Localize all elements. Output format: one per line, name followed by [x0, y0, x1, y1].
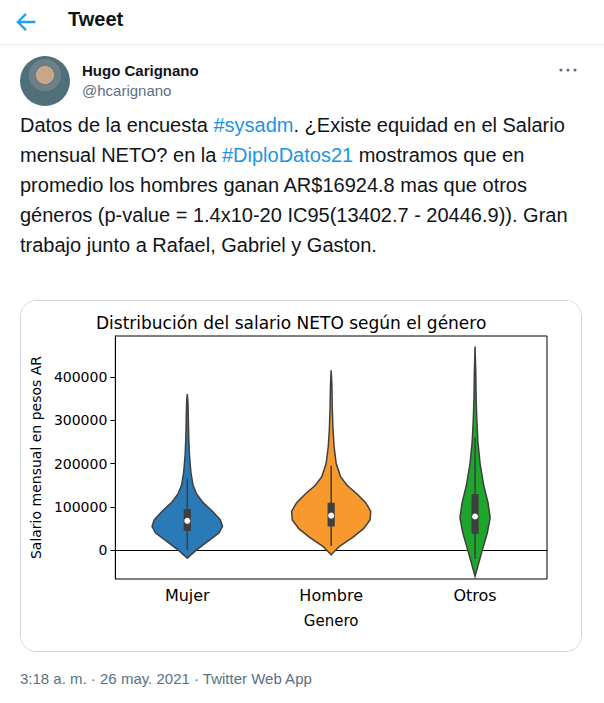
- html-text:3:18 a. m. · 26 may. 2021 · Tw: 3:18 a. m. · 26 may. 2021 · Twitter Web …: [20, 670, 312, 687]
- html-text:@hcarignano: @hcarignano: [82, 82, 172, 99]
- svg-text:Mujer: Mujer: [165, 586, 210, 605]
- svg-text:Otros: Otros: [453, 586, 496, 605]
- html-text:Tweet: Tweet: [68, 8, 124, 30]
- svg-text:Distribución del salario NETO: Distribución del salario NETO según el g…: [96, 313, 486, 333]
- svg-text:200000: 200000: [54, 456, 107, 472]
- svg-text:Genero: Genero: [304, 612, 359, 630]
- svg-text:0: 0: [98, 542, 107, 558]
- svg-text:100000: 100000: [54, 499, 107, 515]
- svg-text:Salario mensual en pesos AR: Salario mensual en pesos AR: [28, 356, 44, 559]
- html-text:Datos de la encuesta #sysadm.: Datos de la encuesta #sysadm. ¿Existe eq…: [20, 114, 568, 256]
- svg-text:300000: 300000: [54, 412, 107, 428]
- svg-text:400000: 400000: [54, 369, 107, 385]
- svg-text:Hombre: Hombre: [299, 586, 363, 605]
- html-text:Hugo Carignano: Hugo Carignano: [82, 62, 199, 79]
